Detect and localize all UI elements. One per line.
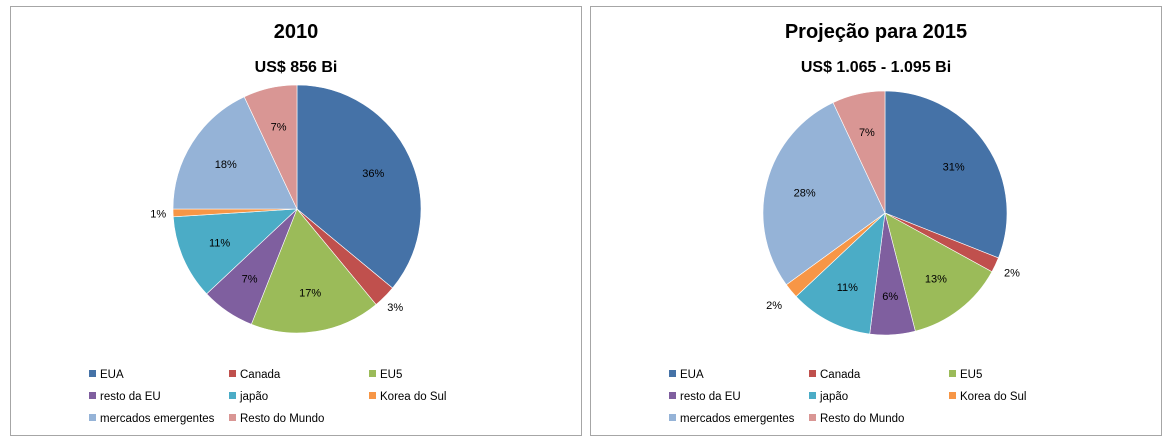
data-label: 6% [882,291,898,303]
legend-swatch [89,370,96,378]
data-label: 1% [150,208,166,220]
legend-label: Korea do Sul [960,391,1027,403]
legend-swatch [949,370,956,378]
chart-panel-2015: Projeção para 2015 US$ 1.065 - 1.095 Bi … [590,6,1162,436]
pie-slice-resto-do-mundo [832,90,886,214]
data-label: 36% [362,168,384,180]
legend-label: EUA [680,369,704,381]
pie-slice-eua [884,90,1008,259]
data-label: 11% [837,282,858,294]
legend-label: japão [240,391,269,403]
legend-item: resto da EU [669,391,741,403]
legend-item: mercados emergentes [669,413,794,425]
legend-swatch [229,370,236,378]
legend-label: resto da EU [100,391,161,403]
data-label: 2% [1004,268,1020,280]
legend-item: Resto do Mundo [229,413,324,425]
legend-swatch [369,370,376,378]
legend-label: Canada [820,369,861,381]
legend-swatch [89,414,96,422]
chart-subtitle: US$ 1.065 - 1.095 Bi [800,59,952,76]
legend-label: EU5 [380,369,403,381]
pie-slice-resto-do-mundo [243,84,298,210]
chart-panel-2010: 2010 US$ 856 Bi 36% 3% 17% 7% 11% 1% 18% 7% EUA… [10,6,582,436]
legend-item: resto da EU [89,391,161,403]
legend-item: Canada [809,369,860,381]
legend-item: japão [809,391,848,403]
legend-item: EU5 [949,369,982,381]
legend-swatch [669,392,676,400]
pie-chart-2010: 36% 3% 17% 7% 11% 1% 18% 7% [150,84,422,334]
pie-slice-japão [172,208,298,295]
legend-item: japão [229,391,268,403]
pie-chart-2015: 31% 2% 13% 6% 11% 2% 28% 7% [762,90,1020,336]
legend-swatch [89,392,96,400]
legend-item: Korea do Sul [369,391,447,403]
legend-label: Canada [240,369,281,381]
legend-label: mercados emergentes [680,413,795,425]
legend-label: mercados emergentes [100,413,215,425]
chart-title: Projeção para 2015 [784,21,968,43]
legend-swatch [809,392,816,400]
data-label: 18% [215,159,237,171]
data-label: 7% [859,127,875,139]
pie-slice-mercados-emergentes [172,96,298,210]
data-label: 7% [271,122,287,134]
legend-label: Resto do Mundo [820,413,905,425]
legend-swatch [229,414,236,422]
legend-label: EU5 [960,369,983,381]
legend-item: mercados emergentes [89,413,214,425]
pie-slice-eu5 [250,208,377,334]
legend-label: Korea do Sul [380,391,447,403]
legend-swatch [669,414,676,422]
legend-label: japão [820,391,849,403]
legend-item: Korea do Sul [949,391,1027,403]
legend-swatch [369,392,376,400]
legend-swatch [669,370,676,378]
legend-swatch [229,392,236,400]
legend-label: EUA [100,369,124,381]
chart-title: 2010 [273,21,319,43]
pie-slice-eua [296,84,422,289]
pie-slice-japão [795,212,886,335]
data-label: 28% [794,187,816,199]
legend-swatch [809,414,816,422]
legend-item: Canada [229,369,280,381]
data-label: 13% [925,274,947,286]
data-label: 2% [766,300,782,312]
legend-label: resto da EU [680,391,741,403]
chart-subtitle: US$ 856 Bi [254,59,338,76]
data-label: 3% [387,302,403,314]
legend-swatch [949,392,956,400]
legend-swatch [809,370,816,378]
data-label: 17% [299,287,321,299]
data-label: 31% [943,161,965,173]
legend-item: Resto do Mundo [809,413,904,425]
data-label: 7% [242,274,258,286]
legend-label: Resto do Mundo [240,413,325,425]
legend-item: EUA [669,369,704,381]
pie-slice-eu5 [884,212,993,332]
legend-item: EUA [89,369,124,381]
pie-slice-mercados-emergentes [762,102,886,286]
legend-item: EU5 [369,369,402,381]
data-label: 11% [209,237,230,249]
